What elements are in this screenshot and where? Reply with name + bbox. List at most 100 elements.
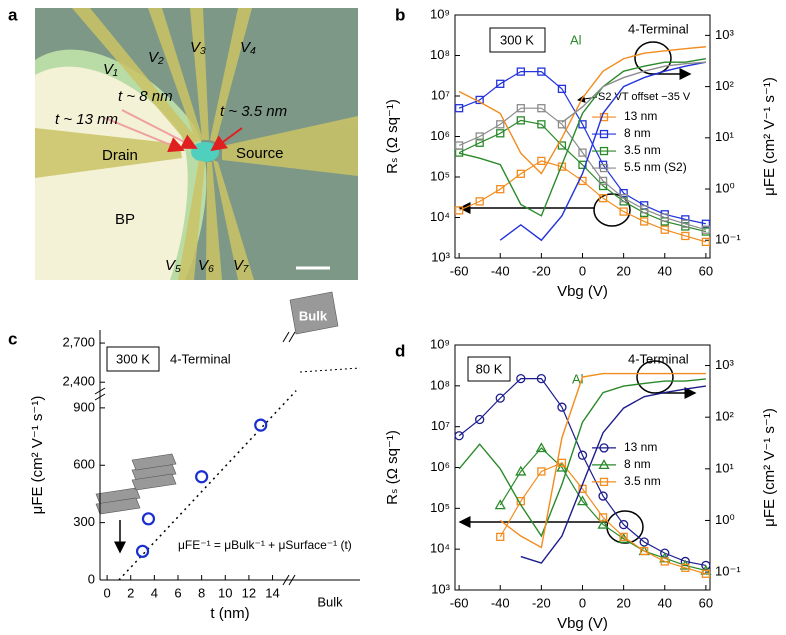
legend-marker xyxy=(599,477,609,487)
circle xyxy=(634,41,672,75)
marker xyxy=(516,104,525,113)
marker xyxy=(454,104,464,113)
legend-label: 3.5 nm xyxy=(624,143,661,157)
x-tick-label: -40 xyxy=(491,263,510,278)
x-tick-label: 0 xyxy=(579,263,586,278)
marker xyxy=(701,225,711,234)
y2-tick-label: 10⁰ xyxy=(715,180,735,195)
arrow xyxy=(104,117,185,153)
point xyxy=(254,418,268,432)
marker xyxy=(701,560,711,571)
x-tick-label: 14 xyxy=(265,585,279,600)
y-tick-label: 0 xyxy=(88,571,95,586)
image-label: BP xyxy=(115,211,135,228)
marker xyxy=(619,207,628,216)
y-tick-label: 10⁶ xyxy=(430,128,450,143)
marker xyxy=(556,461,568,472)
x-tick-label: -40 xyxy=(491,595,510,610)
annotation: Al xyxy=(572,371,584,386)
point xyxy=(141,512,156,526)
x-tick-label: 2 xyxy=(127,585,134,600)
marker xyxy=(701,569,711,578)
image-label: V₃ xyxy=(190,39,206,56)
y-tick-label: 10³ xyxy=(431,249,450,264)
marker xyxy=(578,120,587,129)
series-line xyxy=(458,160,707,243)
y2-tick-label: 10³ xyxy=(715,27,734,42)
y2-tick-label: 10² xyxy=(715,78,734,93)
marker xyxy=(598,176,608,186)
x-tick-label: 0 xyxy=(103,585,110,600)
bulk-line xyxy=(299,367,361,373)
legend-label: 8 nm xyxy=(624,457,651,471)
mobility-line xyxy=(458,378,706,538)
marker xyxy=(516,169,525,178)
annotation: 4-Terminal xyxy=(628,351,689,366)
image-label: t ~ 3.5 nm xyxy=(220,103,287,120)
marker xyxy=(475,132,484,141)
marker xyxy=(496,185,505,194)
y2-axis-title: μFE (cm² V⁻¹ s⁻¹) xyxy=(761,77,778,196)
x-tick-label: -60 xyxy=(450,263,469,278)
marker xyxy=(537,467,546,476)
marker xyxy=(701,237,711,247)
marker xyxy=(598,491,608,501)
annotation: Al xyxy=(570,32,582,47)
annotation: 4-Terminal xyxy=(628,21,689,36)
marker xyxy=(597,518,609,529)
marker xyxy=(681,563,690,572)
y2-tick-label: 10⁻¹ xyxy=(715,564,741,579)
y2-tick-label: 10³ xyxy=(715,357,734,372)
x-axis-title: Vbg (V) xyxy=(557,615,608,632)
marker xyxy=(681,231,690,241)
marker xyxy=(515,465,527,476)
series-line xyxy=(499,462,707,575)
legend-marker xyxy=(599,146,609,156)
x-tick-label: 12 xyxy=(242,585,256,600)
series-line xyxy=(458,107,707,231)
y-axis-title: Rₛ (Ω sq⁻¹) xyxy=(384,430,401,505)
mobility-line xyxy=(561,61,706,123)
marker xyxy=(660,557,669,566)
panel-label: d xyxy=(395,341,405,360)
x-tick-label: 8 xyxy=(198,585,205,600)
y2-tick-label: 10⁰ xyxy=(715,512,735,527)
image-label: t ~ 13 nm xyxy=(55,111,118,128)
circle xyxy=(636,360,674,394)
marker xyxy=(475,197,484,206)
annotation: 80 K xyxy=(476,361,503,376)
marker xyxy=(619,532,628,542)
y-tick-label: 10⁹ xyxy=(430,6,450,21)
image-label: V₁ xyxy=(103,61,118,78)
legend-marker xyxy=(599,163,609,173)
marker xyxy=(578,148,587,157)
y-tick-label: 2,400 xyxy=(62,374,95,389)
x-tick-label: 4 xyxy=(151,585,158,600)
marker xyxy=(537,104,546,113)
marker xyxy=(619,188,628,198)
annotation: μFE⁻¹ = μBulk⁻¹ + μSurface⁻¹ (t) xyxy=(178,538,352,552)
marker xyxy=(454,141,464,150)
y-tick-label: 600 xyxy=(73,457,95,472)
mobility-line xyxy=(520,385,706,564)
image-label: Source xyxy=(236,145,284,162)
structure-icons xyxy=(95,291,339,515)
y-tick-label: 10⁷ xyxy=(431,87,450,102)
annotation: 4-Terminal xyxy=(170,351,231,366)
y-axis-title: Rₛ (Ω sq⁻¹) xyxy=(384,99,401,174)
y-tick-label: 10⁴ xyxy=(430,209,450,224)
mobility-line xyxy=(499,372,706,549)
y2-tick-label: 10¹ xyxy=(715,129,734,144)
image-label: V₇ xyxy=(233,257,249,274)
image-label: t ~ 8 nm xyxy=(118,88,173,105)
legend-marker xyxy=(599,443,609,453)
series-line xyxy=(499,447,707,572)
marker xyxy=(598,513,608,522)
y2-tick-label: 10¹ xyxy=(715,460,734,475)
y-tick-label: 10⁷ xyxy=(431,418,450,433)
marker xyxy=(494,499,506,510)
legend-marker xyxy=(599,112,609,122)
annotation-box xyxy=(106,346,160,372)
arrow xyxy=(210,127,243,152)
